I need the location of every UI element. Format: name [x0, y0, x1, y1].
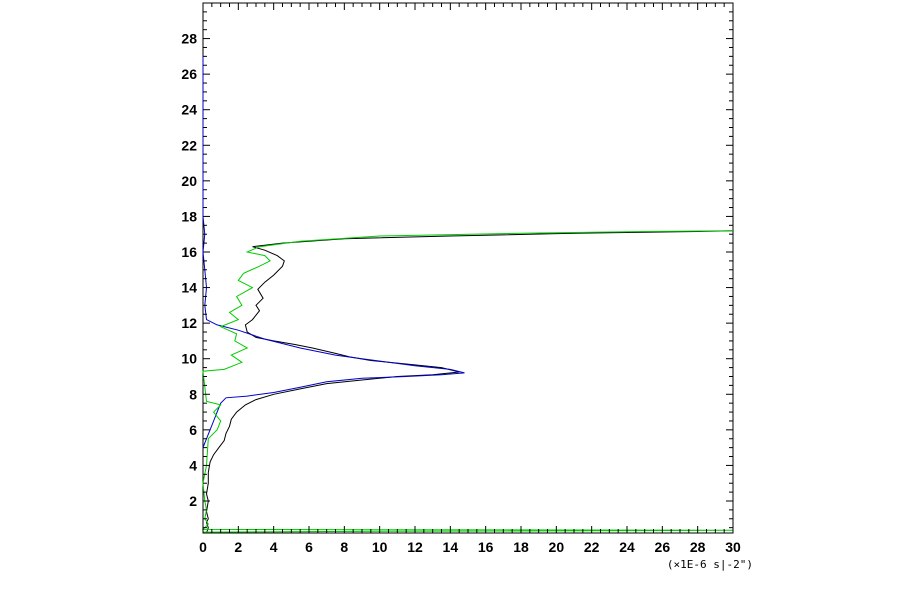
- y-tick-label: 14: [181, 280, 197, 296]
- x-tick-label: 28: [690, 539, 706, 555]
- series-line-3: [201, 230, 734, 533]
- x-tick-label: 22: [584, 539, 600, 555]
- y-tick-label: 28: [181, 31, 197, 47]
- y-tick-label: 24: [181, 102, 197, 118]
- y-tick-label: 26: [181, 66, 197, 82]
- y-tick-label: 6: [189, 422, 197, 438]
- y-tick-label: 22: [181, 137, 197, 153]
- plot-area: 0 2 4 6 8 10 12 14 16 18 20 22 24 26 28 30 246810121416…: [181, 2, 741, 555]
- x-tick-label: 8: [340, 539, 348, 555]
- x-tick-label: 2: [234, 539, 242, 555]
- x-axis-unit-label: (×1E-6 s|-2"): [667, 558, 753, 571]
- x-tick-label: 10: [372, 539, 388, 555]
- x-tick-label: 4: [270, 539, 278, 555]
- series-layer: [201, 56, 734, 534]
- series-line-2: [202, 56, 465, 448]
- x-tick-label: 20: [549, 539, 565, 555]
- x-tick-label: 6: [305, 539, 313, 555]
- y-tick-label: 10: [181, 351, 197, 367]
- y-tick-label: 20: [181, 173, 197, 189]
- y-tick-label: 12: [181, 315, 197, 331]
- y-tick-label: 18: [181, 208, 197, 224]
- plot-frame: [202, 2, 734, 534]
- x-tick-label: 14: [443, 539, 459, 555]
- x-tick-label: 0: [199, 539, 207, 555]
- x-tick-label: 12: [407, 539, 423, 555]
- y-tick-label: 2: [189, 493, 197, 509]
- x-tick-label: 30: [725, 539, 741, 555]
- x-tick-label: 16: [478, 539, 494, 555]
- y-tick-label: 16: [181, 244, 197, 260]
- series-line-1: [205, 230, 734, 534]
- x-tick-label: 26: [655, 539, 671, 555]
- x-tick-label: 18: [513, 539, 529, 555]
- x-axis: 0 2 4 6 8 10 12 14 16 18 20 22 24 26 28 30: [199, 3, 741, 555]
- y-tick-label: 4: [189, 457, 197, 473]
- y-tick-label: 8: [189, 386, 197, 402]
- x-tick-label: 24: [619, 539, 635, 555]
